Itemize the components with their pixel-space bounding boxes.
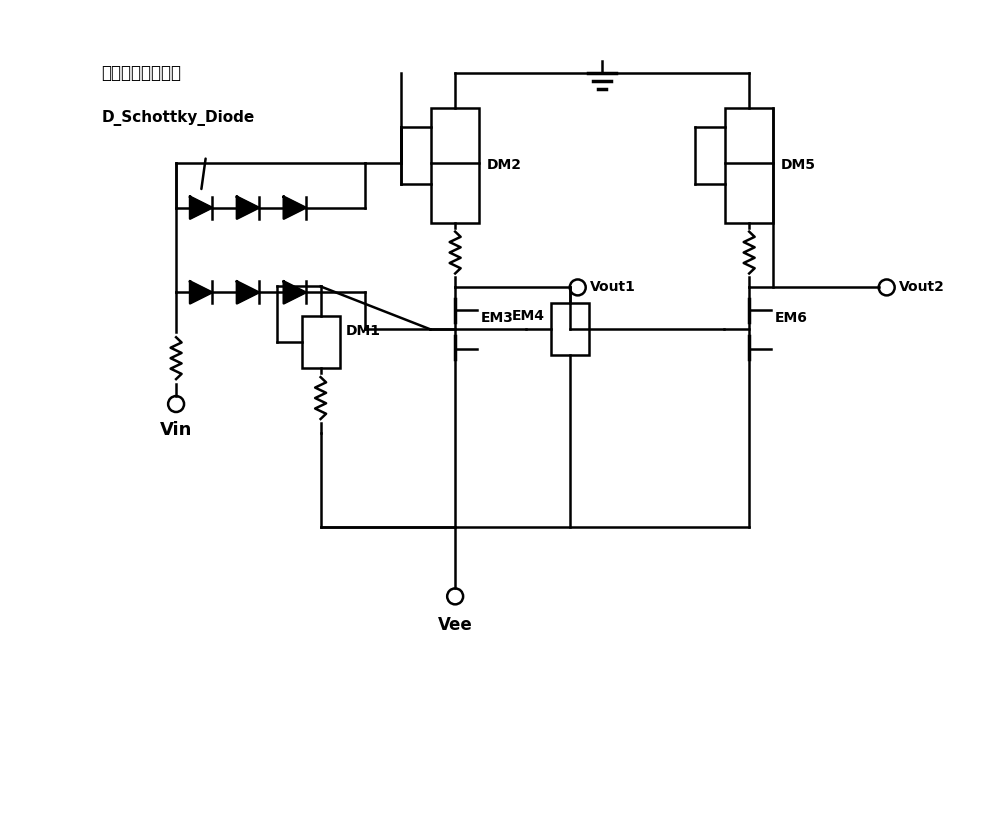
Text: Vout1: Vout1 (590, 280, 636, 294)
Polygon shape (237, 197, 259, 218)
Text: EM4: EM4 (512, 309, 545, 323)
Text: （肖特基二极管）: （肖特基二极管） (101, 65, 181, 82)
Bar (431, 108, 479, 222)
Polygon shape (237, 281, 259, 304)
Bar (302, 316, 340, 368)
Text: EM6: EM6 (775, 311, 808, 325)
Text: Vin: Vin (160, 421, 192, 439)
Polygon shape (284, 281, 306, 304)
Polygon shape (190, 197, 212, 218)
Text: Vee: Vee (438, 616, 473, 634)
Text: D_Schottky_Diode: D_Schottky_Diode (101, 110, 255, 126)
Polygon shape (190, 281, 212, 304)
Text: EM3: EM3 (481, 311, 514, 325)
Text: DM1: DM1 (346, 324, 381, 338)
Polygon shape (284, 197, 306, 218)
Text: Vout2: Vout2 (899, 280, 945, 294)
Bar (725, 108, 773, 222)
Text: DM2: DM2 (487, 158, 522, 172)
Text: DM5: DM5 (781, 158, 816, 172)
Bar (551, 304, 589, 355)
